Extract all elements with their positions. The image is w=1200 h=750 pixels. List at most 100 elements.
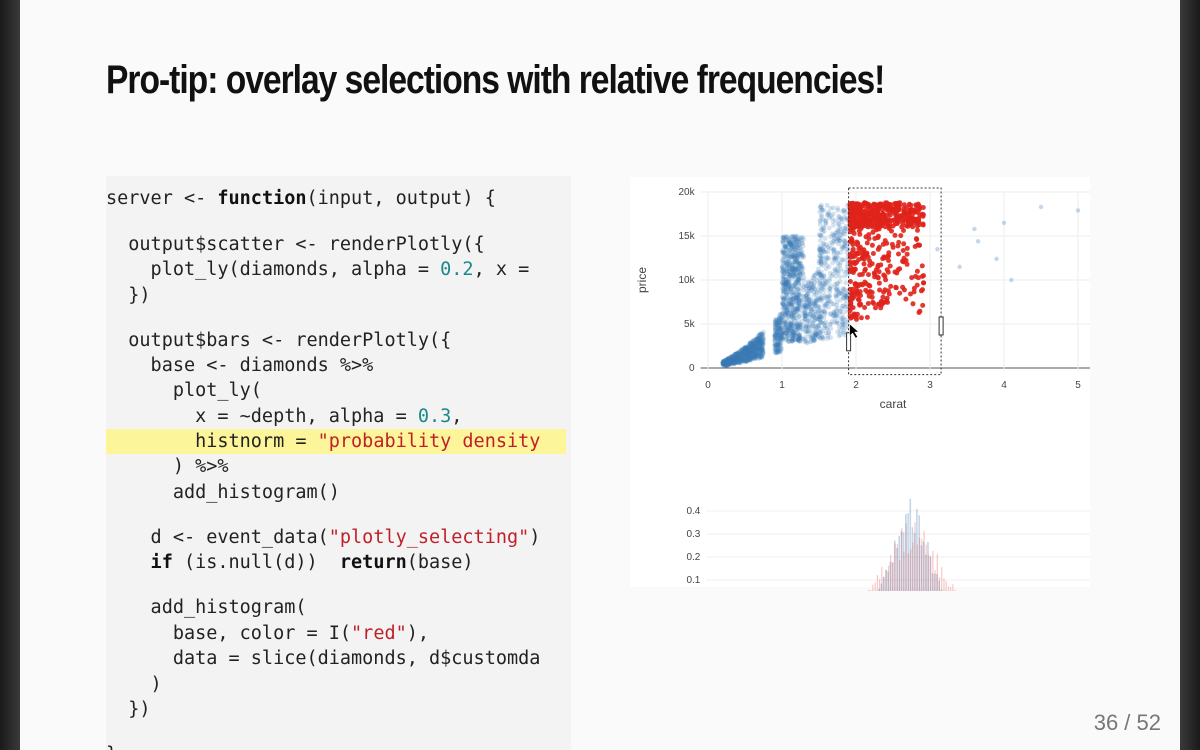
scatter-point-selected xyxy=(849,219,855,225)
scatter-point-selected xyxy=(904,251,910,257)
scatter-point xyxy=(790,249,796,255)
scatter-point xyxy=(797,251,803,257)
scatter-point xyxy=(817,281,823,286)
scatter-point xyxy=(791,274,797,280)
scatter-point xyxy=(835,251,841,256)
scatter-point-selected xyxy=(853,283,859,289)
scatter-point xyxy=(735,357,741,362)
scatter-point xyxy=(759,347,765,353)
scatter-point xyxy=(792,309,798,314)
scatter-point-selected xyxy=(911,289,917,295)
scatter-point xyxy=(759,340,764,345)
scatter-point xyxy=(753,341,759,347)
scatter-point xyxy=(788,301,793,307)
scatter-point xyxy=(819,283,825,288)
scatter-point xyxy=(750,345,756,350)
scatter-point xyxy=(783,254,789,259)
scatter-point xyxy=(793,306,799,312)
scatter-point xyxy=(772,319,778,325)
scatter-point-selected xyxy=(864,240,870,246)
scatter-point xyxy=(747,351,752,357)
scatter-point xyxy=(815,271,821,277)
scatter-point xyxy=(837,262,843,268)
scatter-point xyxy=(777,332,782,337)
hist-bar-selected xyxy=(892,562,894,603)
scatter-point xyxy=(782,249,788,255)
scatter-point xyxy=(796,298,802,303)
scatter-point xyxy=(811,282,817,287)
scatter-point xyxy=(796,276,802,281)
scatter-point-selected xyxy=(880,294,886,300)
scatter-point xyxy=(734,357,739,363)
scatter-point xyxy=(732,361,737,366)
scatter-point xyxy=(753,341,759,346)
scatter-x-tick: 1 xyxy=(779,380,785,391)
scatter-point xyxy=(788,273,793,279)
scatter-point xyxy=(752,351,758,357)
scatter-point xyxy=(739,358,744,364)
scatter-point xyxy=(800,336,806,342)
scatter-point xyxy=(782,237,788,242)
scatter-point xyxy=(836,221,841,226)
scatter-point xyxy=(788,287,794,292)
scatter-point xyxy=(788,313,794,319)
hist-bar-selected xyxy=(896,544,898,603)
scatter-point-selected xyxy=(896,251,901,257)
scatter-point xyxy=(817,329,823,335)
scatter-point xyxy=(838,216,844,221)
scatter-point xyxy=(798,298,804,303)
scatter-point xyxy=(760,349,765,354)
scatter-point xyxy=(736,360,742,365)
scatter-point xyxy=(805,331,811,336)
scatter-point xyxy=(729,357,735,362)
scatter-point xyxy=(789,302,795,307)
scatter-point xyxy=(760,336,766,342)
scatter-point xyxy=(796,333,802,339)
scatter-point xyxy=(743,356,749,362)
scatter-point xyxy=(748,341,753,346)
scatter-point xyxy=(808,302,813,308)
scatter-point xyxy=(842,321,848,327)
scatter-point xyxy=(794,306,800,311)
scatter-point xyxy=(796,237,802,243)
scatter-point xyxy=(810,336,816,342)
scatter-point xyxy=(835,288,841,294)
scatter-point xyxy=(785,310,790,316)
scatter-point xyxy=(994,256,999,262)
scatter-point xyxy=(801,284,807,289)
hist-y-tick: 0.2 xyxy=(686,552,700,563)
scatter-point xyxy=(735,357,741,363)
scatter-point xyxy=(756,346,762,352)
scatter-point xyxy=(815,316,821,322)
scatter-point xyxy=(745,348,751,353)
scatter-point xyxy=(743,359,748,365)
scatter-point xyxy=(790,272,796,278)
scatter-point xyxy=(843,301,849,307)
scatter-point xyxy=(794,242,800,248)
scatter-point xyxy=(807,328,812,334)
hist-bar-selected xyxy=(899,560,901,603)
scatter-point xyxy=(802,316,808,321)
scatter-point xyxy=(794,321,800,326)
scatter-point xyxy=(781,254,787,260)
scatter-point xyxy=(721,359,727,365)
scatter-point xyxy=(753,342,759,347)
scatter-point xyxy=(787,320,793,326)
scatter-point xyxy=(720,362,726,367)
scatter-point xyxy=(731,359,736,365)
scatter-point-selected xyxy=(876,213,882,219)
scatter-point xyxy=(782,322,788,328)
scatter-point xyxy=(840,219,845,225)
scatter-point xyxy=(732,357,737,363)
scatter-point-selected xyxy=(866,272,871,278)
scatter-point xyxy=(751,354,756,360)
scatter-point xyxy=(784,260,790,266)
scatter-point xyxy=(779,334,784,340)
scatter-point xyxy=(773,330,779,336)
scatter-point xyxy=(774,348,780,354)
scatter-point xyxy=(787,272,793,278)
histogram-plot[interactable]: 00.10.20.30.445505560657075depth xyxy=(630,421,1101,636)
scatter-point xyxy=(760,344,765,350)
scatter-point xyxy=(783,258,789,263)
